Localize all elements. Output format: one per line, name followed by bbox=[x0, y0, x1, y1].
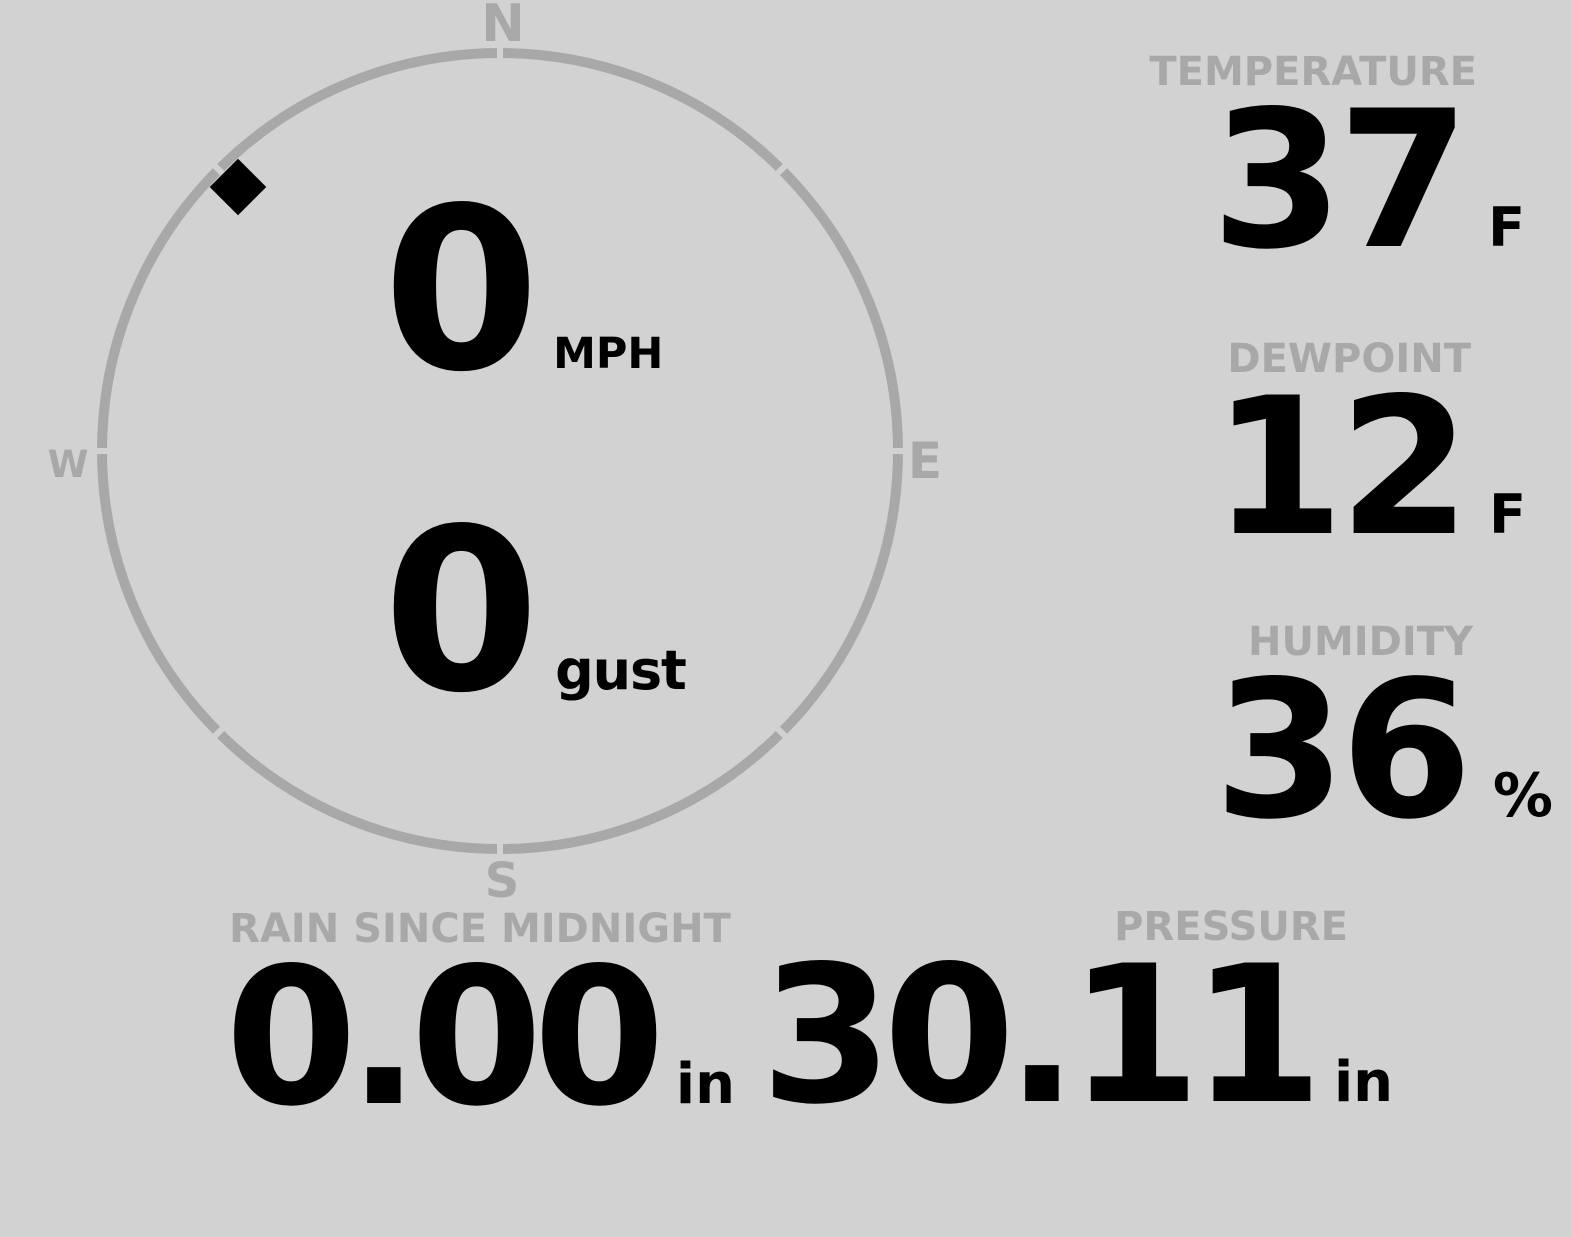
temperature-label: TEMPERATURE bbox=[1149, 49, 1477, 95]
dewpoint-value: 12 bbox=[1212, 357, 1471, 579]
metric-humidity: HUMIDITY 36 % bbox=[1213, 619, 1553, 862]
pressure-unit: in bbox=[1333, 1050, 1393, 1116]
rain-label: RAIN SINCE MIDNIGHT bbox=[229, 906, 731, 952]
temperature-row: 37 F bbox=[1211, 70, 1525, 292]
dewpoint-unit: F bbox=[1489, 483, 1526, 547]
compass-label-north: N bbox=[481, 0, 525, 54]
wind-speed: 0 MPH bbox=[383, 160, 664, 422]
dewpoint-label: DEWPOINT bbox=[1227, 336, 1471, 382]
humidity-unit: % bbox=[1492, 761, 1553, 832]
compass-label-south: S bbox=[485, 853, 520, 909]
pressure-row: 30.11 in bbox=[760, 925, 1393, 1147]
rain-row: 0.00 in bbox=[225, 927, 735, 1149]
rain-value: 0.00 bbox=[225, 927, 665, 1149]
pressure-label: PRESSURE bbox=[1114, 904, 1348, 950]
humidity-label: HUMIDITY bbox=[1248, 619, 1473, 665]
humidity-value: 36 bbox=[1213, 640, 1473, 862]
wind-direction-marker bbox=[209, 158, 267, 216]
wind-gust-value: 0 bbox=[383, 481, 540, 743]
humidity-row: 36 % bbox=[1213, 640, 1553, 862]
dewpoint-row: 12 F bbox=[1212, 357, 1526, 579]
rain-unit: in bbox=[675, 1052, 735, 1118]
temperature-value: 37 bbox=[1211, 70, 1470, 292]
metric-temperature: TEMPERATURE 37 F bbox=[1149, 49, 1525, 292]
compass-label-east: E bbox=[908, 432, 942, 490]
metric-rain: RAIN SINCE MIDNIGHT 0.00 in bbox=[225, 906, 735, 1149]
temperature-unit: F bbox=[1488, 196, 1525, 260]
wind-compass: N E S W bbox=[48, 0, 942, 909]
metric-dewpoint: DEWPOINT 12 F bbox=[1212, 336, 1526, 579]
wind-gust: 0 gust bbox=[383, 481, 687, 743]
compass-label-west: W bbox=[48, 443, 89, 486]
wind-speed-value: 0 bbox=[383, 160, 540, 422]
pressure-value: 30.11 bbox=[760, 925, 1323, 1147]
metric-pressure: PRESSURE 30.11 in bbox=[760, 904, 1393, 1147]
wind-gust-unit: gust bbox=[555, 639, 687, 702]
wind-speed-unit: MPH bbox=[553, 329, 664, 379]
